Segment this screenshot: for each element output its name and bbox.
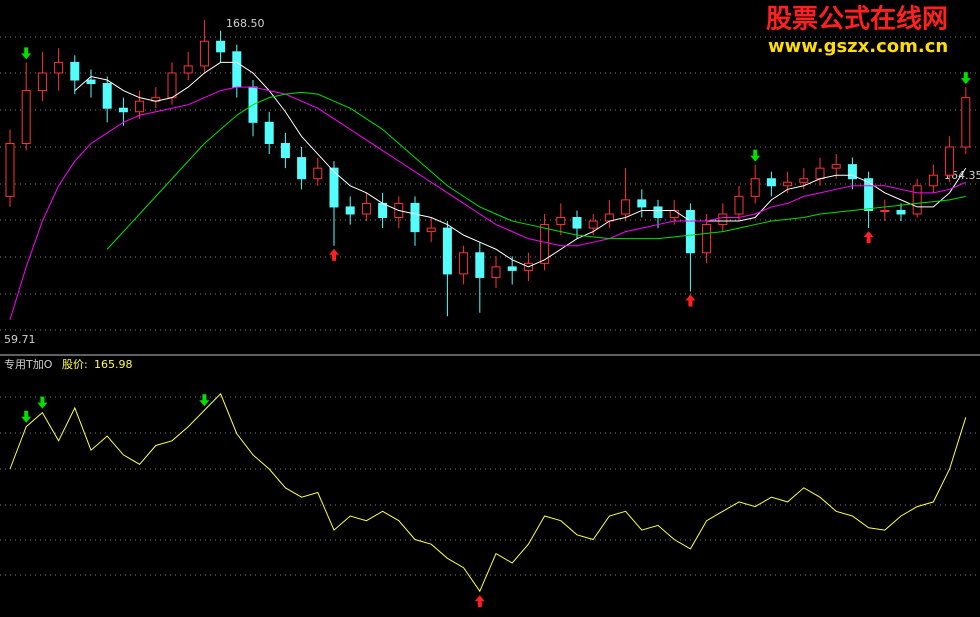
candle-body bbox=[766, 178, 776, 187]
candle-body bbox=[669, 209, 679, 219]
candle-body bbox=[896, 209, 906, 215]
candle-body bbox=[329, 167, 339, 208]
candle-body bbox=[556, 217, 566, 226]
candle-body bbox=[799, 178, 809, 183]
candle-body bbox=[847, 164, 857, 180]
candle-body bbox=[718, 213, 728, 226]
grid bbox=[0, 36, 980, 576]
candle-body bbox=[459, 252, 469, 275]
watermark-url: www.gszx.com.cn bbox=[768, 36, 948, 57]
buy-arrow bbox=[474, 595, 485, 608]
candle-body bbox=[961, 97, 971, 148]
price-value: 165.98 bbox=[94, 358, 133, 371]
candle-body bbox=[167, 72, 177, 99]
watermark-title: 股票公式在线网 bbox=[766, 5, 948, 35]
candle-body bbox=[199, 40, 209, 67]
candle-body bbox=[86, 79, 96, 85]
candle-body bbox=[750, 178, 760, 197]
candle-body bbox=[880, 209, 890, 212]
candle-body bbox=[912, 185, 922, 215]
candle-body bbox=[37, 72, 47, 92]
sell-arrow bbox=[750, 149, 761, 162]
candle-body bbox=[426, 227, 436, 233]
candle-body bbox=[232, 51, 242, 88]
candle-body bbox=[783, 181, 793, 187]
candle-body bbox=[264, 121, 274, 144]
candle-body bbox=[702, 224, 712, 254]
candle-body bbox=[345, 206, 355, 215]
sell-arrow bbox=[37, 396, 48, 409]
buy-arrow bbox=[863, 231, 874, 244]
price-label: 股价: bbox=[62, 358, 88, 371]
candle-body bbox=[588, 220, 598, 229]
candle-body bbox=[54, 61, 64, 74]
candle-body bbox=[637, 199, 647, 208]
candle-body bbox=[864, 178, 874, 211]
buy-arrow bbox=[329, 248, 339, 261]
candle-body bbox=[831, 164, 841, 169]
high-label: 168.50 bbox=[226, 17, 265, 30]
candle-body bbox=[297, 157, 307, 180]
candle-body bbox=[135, 100, 145, 113]
candle-body bbox=[216, 40, 226, 53]
candle-body bbox=[183, 65, 193, 74]
low-label: 59.71 bbox=[4, 333, 36, 346]
candle-body bbox=[313, 167, 323, 180]
candle-body bbox=[685, 209, 695, 254]
moving-average bbox=[74, 61, 967, 268]
candle-body bbox=[361, 202, 371, 215]
candle-body bbox=[442, 227, 452, 275]
candle-body bbox=[21, 90, 31, 144]
candle-body bbox=[815, 167, 825, 180]
candle-body bbox=[507, 266, 517, 271]
candle-body bbox=[102, 83, 112, 109]
candle-body bbox=[540, 224, 550, 264]
sell-arrow bbox=[21, 410, 32, 423]
candle-body bbox=[928, 174, 938, 187]
indicator-title: 专用T加O bbox=[4, 357, 53, 371]
moving-average bbox=[9, 86, 966, 320]
candle-body bbox=[280, 142, 290, 159]
buy-arrow bbox=[685, 294, 696, 307]
sell-arrow bbox=[21, 47, 32, 60]
candle-body bbox=[572, 217, 582, 229]
candle-body bbox=[118, 107, 128, 113]
candle-body bbox=[378, 202, 388, 219]
candle-body bbox=[475, 252, 485, 278]
candle-body bbox=[70, 61, 80, 81]
candle-body bbox=[653, 206, 663, 219]
candle-body bbox=[410, 202, 420, 233]
candle-body bbox=[5, 142, 15, 197]
candle-body bbox=[621, 199, 631, 215]
candle-body bbox=[491, 266, 501, 278]
candle-body bbox=[945, 146, 955, 176]
sell-arrow bbox=[199, 394, 210, 407]
sell-arrow bbox=[960, 72, 971, 85]
indicator-line bbox=[9, 392, 967, 593]
candle-body bbox=[734, 195, 744, 215]
moving-average bbox=[106, 91, 966, 250]
